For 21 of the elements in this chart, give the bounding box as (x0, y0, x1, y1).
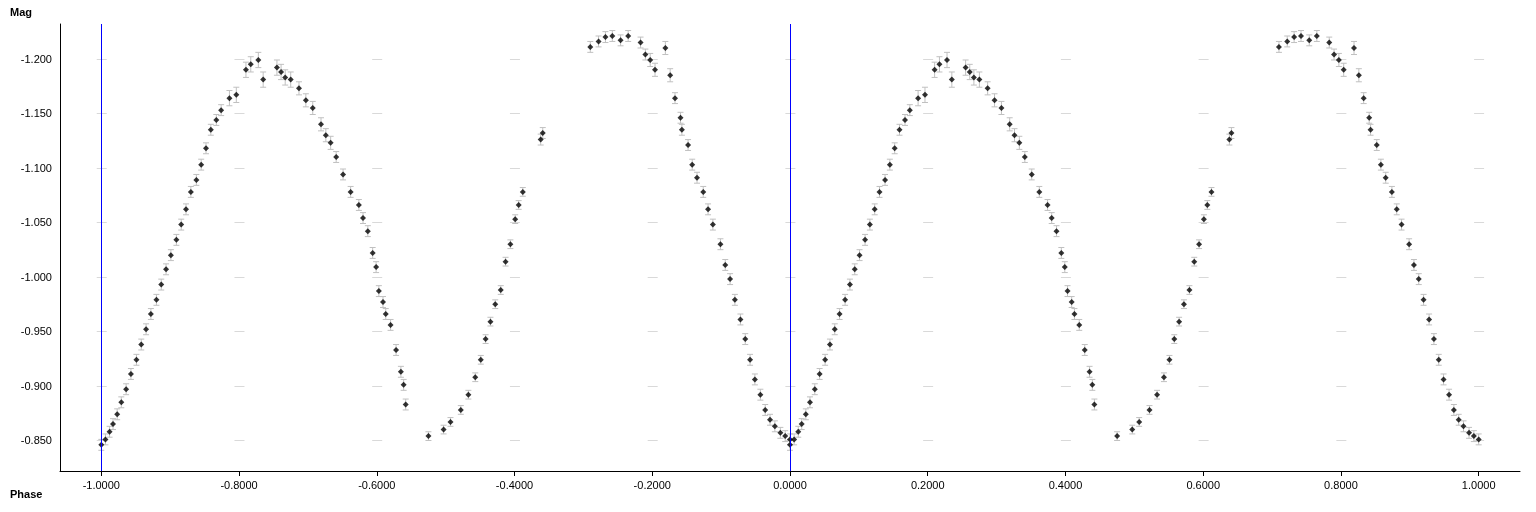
x-tick-label: -0.4000 (495, 478, 534, 491)
y-tick-label: -0.950 (20, 325, 52, 338)
y-tick-label: -1.200 (20, 52, 52, 65)
x-tick-label: -0.8000 (220, 478, 258, 491)
y-tick-label: -1.100 (20, 161, 52, 174)
x-tick-label: -0.2000 (633, 478, 671, 491)
x-tick-label: 0.6000 (1186, 478, 1221, 491)
x-tick-label: 0.4000 (1048, 478, 1083, 491)
y-tick-label: -0.900 (20, 379, 52, 392)
x-tick-label: -0.6000 (358, 478, 396, 491)
y-tick-label: -1.050 (20, 216, 52, 229)
y-tick-label: -1.150 (20, 107, 52, 120)
x-axis-title: Phase (10, 487, 43, 500)
x-tick-label: 0.8000 (1324, 478, 1358, 491)
y-axis-title: Mag (10, 5, 32, 18)
y-tick-label: -0.850 (20, 434, 52, 447)
x-tick-label: 0.2000 (910, 478, 945, 491)
x-tick-label: 1.0000 (1461, 478, 1496, 491)
x-tick-label: -1.0000 (82, 478, 120, 491)
x-tick-label: 0.0000 (773, 478, 807, 491)
y-tick-label: -1.000 (20, 270, 52, 283)
